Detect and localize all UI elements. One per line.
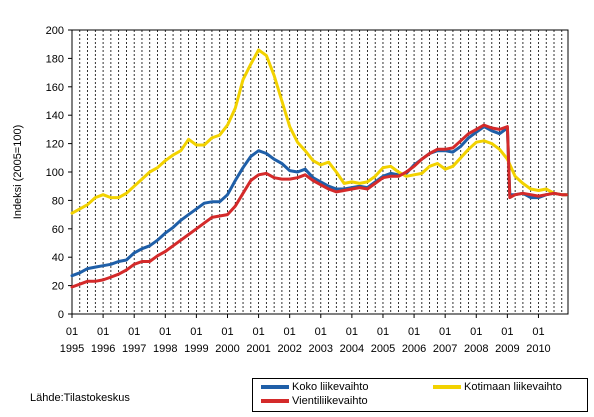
x-tick-year-label: 1999 <box>184 343 208 355</box>
series-line-3 <box>70 123 568 289</box>
y-tick-label: 140 <box>46 110 64 122</box>
series-line-2 <box>70 48 568 215</box>
x-tick-year-label: 1995 <box>60 343 84 355</box>
x-tick-month-label: 01 <box>315 326 327 338</box>
y-tick-label: 120 <box>46 139 64 151</box>
legend-label-kotimaan: Kotimaan liikevaihto <box>464 381 562 393</box>
y-tick-label: 100 <box>46 167 64 179</box>
x-tick-year-label: 2010 <box>526 343 550 355</box>
x-tick-year-label: 2008 <box>464 343 488 355</box>
x-tick-year-label: 2004 <box>340 343 364 355</box>
y-axis-label: Indeksi (2005=100) <box>12 125 24 219</box>
x-tick-year-label: 1998 <box>153 343 177 355</box>
x-tick-month-label: 01 <box>66 326 78 338</box>
x-tick-month-label: 01 <box>159 326 171 338</box>
x-tick-month-label: 01 <box>408 326 420 338</box>
x-tick-year-label: 2006 <box>402 343 426 355</box>
legend-label-koko: Koko liikevaihto <box>292 381 369 393</box>
legend-item-koko: Koko liikevaihto <box>261 381 368 393</box>
x-tick-month-label: 01 <box>97 326 109 338</box>
legend-item-vienti: Vientiliikevaihto <box>261 395 368 407</box>
x-tick-year-label: 1997 <box>122 343 146 355</box>
grid-lines <box>79 30 563 314</box>
x-tick-month-label: 01 <box>470 326 482 338</box>
x-tick-year-label: 2005 <box>371 343 395 355</box>
x-tick-year-label: 2002 <box>277 343 301 355</box>
x-tick-year-label: 2009 <box>495 343 519 355</box>
x-tick-month-label: 01 <box>221 326 233 338</box>
y-tick-label: 0 <box>58 309 64 321</box>
legend-swatch-kotimaan <box>433 385 461 390</box>
x-tick-year-label: 2001 <box>246 343 270 355</box>
x-tick-month-label: 01 <box>284 326 296 338</box>
y-tick-label: 40 <box>52 252 64 264</box>
legend-swatch-koko <box>261 385 289 390</box>
x-tick-year-label: 2003 <box>309 343 333 355</box>
y-tick-label: 60 <box>52 224 64 236</box>
legend-label-vienti: Vientiliikevaihto <box>292 395 368 407</box>
series-line-1 <box>70 125 568 278</box>
x-tick-month-label: 01 <box>190 326 202 338</box>
y-tick-label: 80 <box>52 195 64 207</box>
x-tick-year-label: 1996 <box>91 343 115 355</box>
source-note: Lähde:Tilastokeskus <box>30 392 130 404</box>
x-tick-month-label: 01 <box>501 326 513 338</box>
plot-area-frame <box>71 29 569 315</box>
y-tick-label: 180 <box>46 53 64 65</box>
y-tick-label: 20 <box>52 281 64 293</box>
x-tick-month-label: 01 <box>252 326 264 338</box>
x-axis-ticks: 01 1995 01 1996 01 1997 01 1998 01 1999 01 2000 01 20… <box>60 314 551 355</box>
x-tick-month-label: 01 <box>532 326 544 338</box>
legend: Koko liikevaihto Kotimaan liikevaihto Vi… <box>252 378 588 412</box>
x-tick-month-label: 01 <box>377 326 389 338</box>
x-tick-month-label: 01 <box>346 326 358 338</box>
legend-swatch-vienti <box>261 399 289 404</box>
x-tick-year-label: 2007 <box>433 343 457 355</box>
x-tick-year-label: 2000 <box>215 343 239 355</box>
series-lines <box>70 48 568 289</box>
y-tick-label: 160 <box>46 82 64 94</box>
x-tick-month-label: 01 <box>439 326 451 338</box>
y-tick-label: 200 <box>46 25 64 37</box>
y-axis-ticks: 0 20 40 60 80 100 120 140 160 180 200 <box>46 25 72 321</box>
legend-item-kotimaan: Kotimaan liikevaihto <box>433 381 562 393</box>
x-tick-month-label: 01 <box>128 326 140 338</box>
